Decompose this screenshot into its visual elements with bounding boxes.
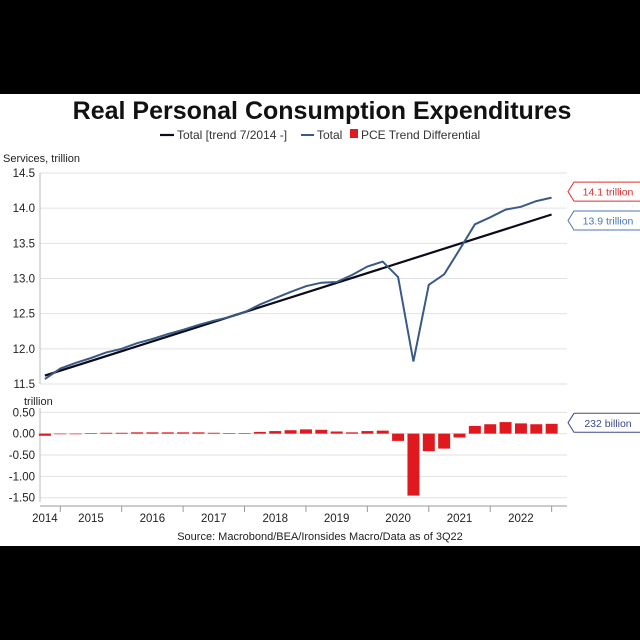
differential-bar (530, 424, 543, 434)
differential-bar (284, 430, 297, 434)
bottom-y-tick-label: 0.00 (13, 429, 35, 441)
legend-diff-swatch (350, 129, 358, 138)
differential-bar (330, 431, 343, 434)
differential-bar (468, 425, 481, 434)
callout-total: 14.1 trillion (583, 187, 634, 199)
x-tick-label: 2014 (32, 513, 58, 525)
x-tick-label: 2022 (508, 513, 534, 525)
legend-trend-label: Total [trend 7/2014 -] (177, 128, 287, 142)
top-y-tick-label: 11.5 (13, 379, 35, 391)
callout-trend: 13.9 trillion (583, 215, 634, 227)
differential-bar (299, 429, 312, 434)
top-y-tick-label: 12.0 (13, 344, 35, 356)
x-tick-label: 2021 (447, 513, 473, 525)
trend-line (44, 213, 552, 377)
top-y-tick-label: 13.5 (13, 238, 35, 250)
callout-trend-box (567, 210, 640, 231)
differential-bar (223, 433, 236, 434)
differential-bar (238, 433, 251, 434)
differential-bar (100, 432, 113, 434)
top-y-tick-label: 14.0 (13, 203, 35, 215)
callout-differential-box (567, 412, 640, 433)
differential-bar (269, 431, 282, 434)
legend-total-label: Total (317, 128, 342, 142)
bottom-panel-unit-label: trillion (24, 396, 53, 408)
source-note: Source: Macrobond/BEA/Ironsides Macro/Da… (177, 531, 463, 543)
differential-bar (146, 432, 159, 434)
differential-bar (192, 432, 205, 434)
top-panel-unit-label: Services, trillion (3, 153, 80, 165)
differential-bar (38, 433, 51, 436)
differential-bar (453, 433, 466, 438)
x-tick-label: 2017 (201, 513, 227, 525)
legend: Total [trend 7/2014 -] Total PCE Trend D… (160, 128, 480, 142)
differential-bar (54, 433, 67, 435)
differential-bar (69, 433, 82, 435)
x-tick-label: 2018 (262, 513, 288, 525)
bottom-panel: 0.50 0.00 -0.50 -1.00 -1.50 (9, 407, 567, 505)
top-y-tick-label: 12.5 (13, 309, 35, 321)
differential-bar (392, 433, 405, 441)
chart-svg: Real Personal Consumption Expenditures T… (3, 97, 640, 543)
differential-bar (499, 422, 512, 434)
top-y-tick-label: 13.0 (13, 274, 35, 286)
bottom-y-tick-label: 0.50 (13, 407, 35, 419)
bottom-y-tick-label: -1.00 (9, 471, 35, 483)
bottom-y-tick-label: -0.50 (9, 450, 35, 462)
x-tick-label: 2016 (140, 513, 166, 525)
legend-diff-label: PCE Trend Differential (361, 128, 480, 142)
differential-bar (438, 433, 451, 449)
x-tick-label: 2015 (78, 513, 104, 525)
differential-bar (161, 432, 174, 434)
differential-bar (253, 431, 266, 434)
differential-bar (207, 432, 220, 434)
chart-panel: Real Personal Consumption Expenditures T… (0, 94, 640, 546)
differential-bar (177, 432, 190, 434)
bottom-y-tick-label: -1.50 (9, 493, 35, 505)
x-tick-label: 2020 (385, 513, 411, 525)
differential-bar (115, 432, 128, 434)
x-axis: 2014 2015 2016 2017 2018 2019 2020 2021 2022 (32, 505, 567, 525)
differential-bar (514, 423, 527, 434)
top-panel: 14.5 14.0 13.5 13.0 12.5 12.0 11.5 (13, 168, 567, 391)
callouts: 14.1 trillion 13.9 trillion 232 billion (567, 181, 640, 433)
x-tick-label: 2019 (324, 513, 350, 525)
differential-bar (315, 429, 328, 434)
differential-bar (422, 433, 435, 452)
total-line (44, 196, 552, 380)
top-y-tick-label: 14.5 (13, 168, 35, 180)
differential-bar (346, 432, 359, 434)
differential-bar (131, 432, 144, 434)
differential-bar (84, 433, 97, 434)
differential-bar (484, 424, 497, 434)
callout-total-box (567, 181, 640, 202)
callout-differential: 232 billion (584, 418, 631, 430)
differential-bar (361, 431, 374, 434)
differential-bar (376, 430, 389, 434)
differential-bar (407, 433, 420, 496)
chart-title: Real Personal Consumption Expenditures (73, 97, 572, 125)
differential-bar (545, 423, 558, 434)
